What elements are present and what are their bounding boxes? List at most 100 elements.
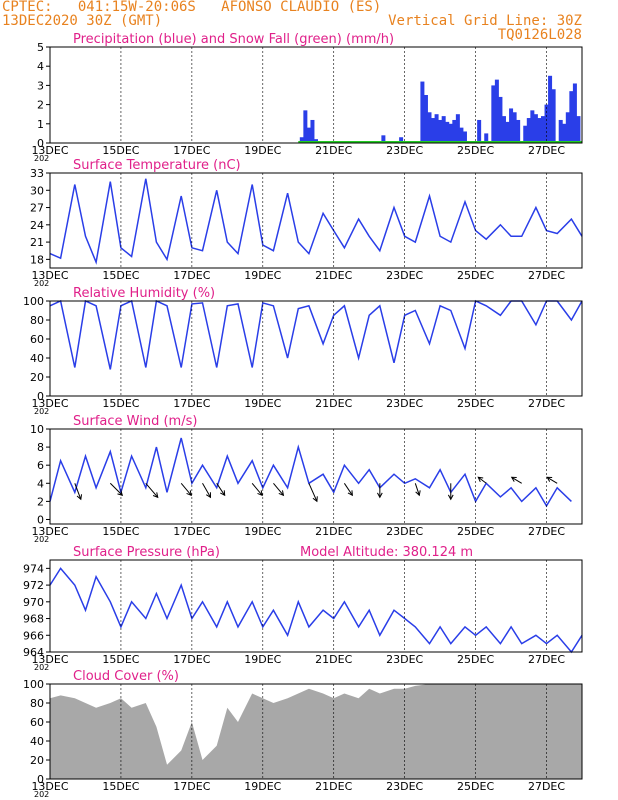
y-tick-label: 27 bbox=[30, 202, 44, 215]
x-tick-label: 19DEC bbox=[244, 780, 281, 793]
x-tick-label: 19DEC bbox=[244, 269, 281, 282]
wind-arrow-head bbox=[205, 492, 212, 499]
y-tick-label: 4 bbox=[37, 60, 44, 73]
y-tick-label: 40 bbox=[30, 352, 44, 365]
y-tick-label: 0 bbox=[37, 390, 44, 403]
precip-bar bbox=[498, 96, 503, 143]
precip-bar bbox=[505, 121, 510, 143]
precip-bar bbox=[562, 123, 567, 143]
y-tick-label: 974 bbox=[23, 562, 44, 575]
x-tick-label: 17DEC bbox=[173, 144, 210, 157]
x-tick-label: 13DEC bbox=[31, 144, 68, 157]
precip-bar bbox=[509, 108, 514, 143]
wind-arrow-head bbox=[347, 490, 353, 497]
precip-bar bbox=[306, 127, 311, 143]
panel-1: Surface Temperature (nC) 13DEC 15DEC 17DEC 1… bbox=[30, 158, 583, 288]
series-line bbox=[49, 437, 572, 508]
precip-bar bbox=[530, 110, 535, 143]
x-tick-label: 19DEC bbox=[244, 525, 281, 538]
panel-frame bbox=[49, 428, 583, 525]
x-trunc-label: 202 bbox=[34, 154, 49, 163]
wind-arrow bbox=[546, 476, 558, 484]
x-tick-label: 27DEC bbox=[528, 525, 565, 538]
wind-arrow-head bbox=[477, 476, 484, 483]
wind-arrow-head bbox=[152, 492, 159, 499]
x-tick-label: 21DEC bbox=[315, 269, 352, 282]
x-tick-label: 17DEC bbox=[173, 525, 210, 538]
x-tick-label: 15DEC bbox=[102, 653, 139, 666]
precip-bar bbox=[512, 112, 517, 143]
x-tick-label: 23DEC bbox=[386, 144, 423, 157]
wind-arrow-head bbox=[447, 494, 454, 501]
x-tick-label: 13DEC bbox=[31, 780, 68, 793]
y-tick-label: 33 bbox=[30, 167, 44, 180]
x-tick-label: 25DEC bbox=[457, 397, 494, 410]
x-tick-label: 21DEC bbox=[315, 780, 352, 793]
x-tick-label: 21DEC bbox=[315, 144, 352, 157]
precip-bar bbox=[431, 118, 436, 143]
x-tick-label: 13DEC bbox=[31, 269, 68, 282]
x-tick-label: 21DEC bbox=[315, 397, 352, 410]
y-tick-label: 0 bbox=[37, 137, 44, 150]
panel-5: Cloud Cover (%) 13DEC 15DEC 17DEC 19DEC 21DEC… bbox=[23, 669, 583, 799]
y-tick-label: 2 bbox=[37, 99, 44, 112]
panel-3: Surface Wind (m/s)13DEC 15DEC 17DEC 19DEC 21… bbox=[30, 414, 583, 544]
y-tick-label: 0 bbox=[37, 773, 44, 786]
x-tick-label: 13DEC bbox=[31, 397, 68, 410]
x-tick-label: 17DEC bbox=[173, 397, 210, 410]
x-trunc-label: 202 bbox=[34, 663, 49, 672]
precip-bar bbox=[526, 118, 531, 143]
precip-bar bbox=[434, 114, 439, 143]
precip-bar bbox=[491, 85, 496, 143]
series-line bbox=[49, 178, 583, 265]
panel-4: Surface Pressure (hPa) Model Altitude: 38… bbox=[23, 545, 583, 672]
wind-arrow bbox=[74, 483, 82, 500]
precip-bar bbox=[452, 119, 457, 143]
panel-title: Surface Temperature (nC) bbox=[73, 158, 241, 173]
precip-bar bbox=[516, 119, 521, 143]
x-tick-label: 15DEC bbox=[102, 780, 139, 793]
precip-bar bbox=[501, 116, 506, 143]
wind-arrow bbox=[202, 483, 211, 498]
precip-bar bbox=[459, 127, 464, 143]
wind-arrow bbox=[308, 483, 318, 502]
precip-bar bbox=[462, 131, 467, 143]
cloud-area bbox=[50, 684, 582, 779]
precip-bar bbox=[445, 121, 450, 143]
x-trunc-label: 202 bbox=[34, 407, 49, 416]
y-tick-label: 10 bbox=[30, 423, 44, 436]
precip-bar bbox=[537, 118, 542, 143]
wind-arrow bbox=[511, 476, 522, 484]
precip-bar bbox=[477, 119, 482, 143]
wind-arrow-head bbox=[312, 496, 318, 503]
precip-bar bbox=[303, 110, 308, 143]
x-tick-label: 15DEC bbox=[102, 144, 139, 157]
series-line bbox=[49, 299, 583, 370]
precip-bar bbox=[494, 79, 499, 143]
x-tick-label: 15DEC bbox=[102, 269, 139, 282]
x-trunc-label: 202 bbox=[34, 535, 49, 544]
wind-arrow-head bbox=[510, 476, 517, 482]
y-tick-label: 100 bbox=[23, 678, 44, 691]
y-tick-label: 60 bbox=[30, 333, 44, 346]
wind-arrow bbox=[273, 482, 284, 496]
precip-bar bbox=[523, 125, 528, 143]
precip-bar bbox=[399, 137, 404, 143]
y-tick-label: 80 bbox=[30, 314, 44, 327]
panel-frame bbox=[49, 300, 583, 397]
wind-arrow bbox=[343, 483, 353, 496]
y-tick-label: 40 bbox=[30, 735, 44, 748]
precip-bar bbox=[455, 114, 460, 143]
precip-bar bbox=[310, 119, 315, 143]
panel-2: Relative Humidity (%) 13DEC 15DEC 17DEC 19DE… bbox=[23, 286, 583, 416]
precip-bar bbox=[569, 91, 574, 143]
precip-bar bbox=[427, 112, 432, 143]
wind-arrow-head bbox=[278, 490, 285, 497]
wind-arrow bbox=[414, 483, 420, 496]
x-tick-label: 19DEC bbox=[244, 397, 281, 410]
precip-bar bbox=[420, 81, 425, 143]
precip-bar bbox=[565, 112, 570, 143]
y-tick-label: 4 bbox=[37, 477, 44, 490]
wind-arrow-head bbox=[257, 490, 263, 497]
